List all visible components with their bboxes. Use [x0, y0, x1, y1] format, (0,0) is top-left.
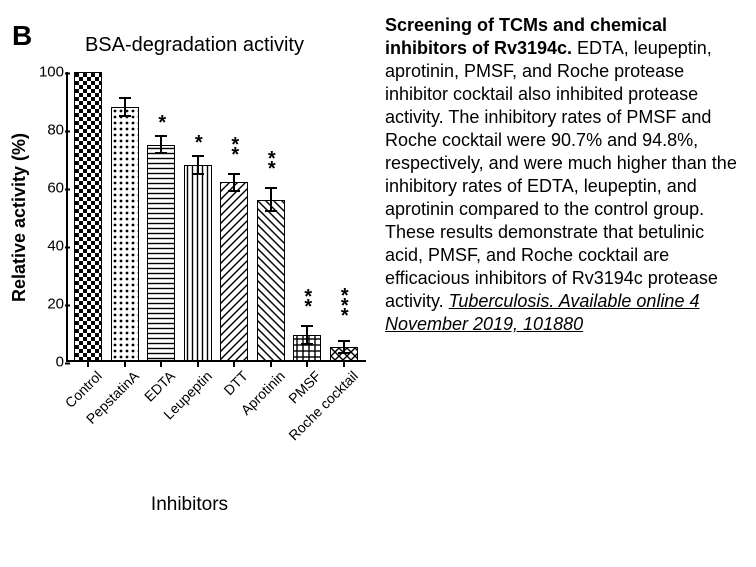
bar-slot: *EDTA	[146, 72, 176, 362]
bar	[111, 107, 139, 362]
y-tick: 20	[34, 296, 64, 313]
bar-slot: * *Aprotinin	[256, 72, 286, 362]
y-tick: 40	[34, 238, 64, 255]
y-tick: 80	[34, 122, 64, 139]
bar	[184, 165, 212, 362]
page-root: B BSA-degradation activity Relative acti…	[0, 0, 756, 567]
y-axis-label-text: Relative activity (%)	[10, 132, 31, 301]
bar-slot: * *DTT	[219, 72, 249, 362]
caption-panel: Screening of TCMs and chemical inhibitor…	[379, 14, 746, 557]
chart-panel: B BSA-degradation activity Relative acti…	[10, 14, 379, 557]
bar	[74, 72, 102, 362]
y-ticks: 020406080100	[34, 72, 64, 362]
bars-container: ControlPepstatinA*EDTA*Leupeptin* *DTT* …	[66, 72, 366, 362]
y-axis-label: Relative activity (%)	[10, 72, 30, 362]
y-tick: 0	[34, 354, 64, 371]
bar-slot: Control	[73, 72, 103, 362]
chart-title: BSA-degradation activity	[10, 34, 379, 57]
bar	[257, 200, 285, 362]
error-bar	[343, 341, 345, 353]
y-tick: 60	[34, 180, 64, 197]
significance-marker: * * *	[341, 291, 347, 321]
y-tick: 100	[34, 64, 64, 81]
bar-slot: * *PMSF	[292, 72, 322, 362]
error-bar	[124, 98, 126, 115]
significance-marker: * *	[268, 154, 274, 174]
x-axis-label: Inhibitors	[10, 494, 369, 516]
error-bar	[160, 136, 162, 153]
bar-slot: * * *Roche cocktail	[329, 72, 359, 362]
error-bar	[233, 174, 235, 191]
significance-marker: * *	[304, 292, 310, 312]
significance-marker: * *	[231, 140, 237, 160]
caption-body: EDTA, leupeptin, aprotinin, PMSF, and Ro…	[385, 38, 737, 311]
bar-slot: PepstatinA	[110, 72, 140, 362]
significance-marker: *	[195, 138, 201, 148]
significance-marker: *	[158, 118, 164, 128]
bar-slot: *Leupeptin	[183, 72, 213, 362]
error-bar	[197, 156, 199, 173]
plot-area: ControlPepstatinA*EDTA*Leupeptin* *DTT* …	[66, 72, 366, 362]
error-bar	[270, 188, 272, 211]
bar	[147, 145, 175, 363]
bar	[220, 182, 248, 362]
error-bar	[306, 326, 308, 343]
